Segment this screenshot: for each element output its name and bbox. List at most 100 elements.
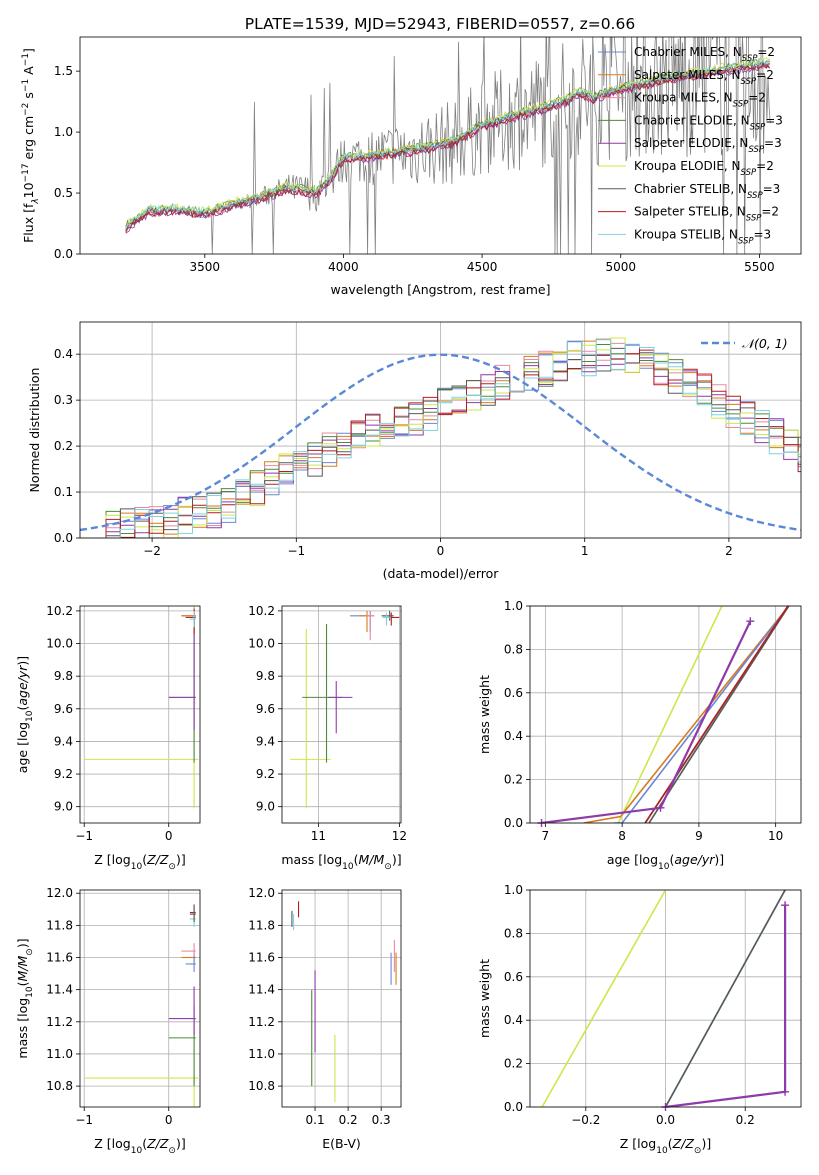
y-tick-label: 9.6 <box>54 702 73 716</box>
y-tick-label: 0.0 <box>54 531 73 545</box>
y-tick-label: 9.0 <box>54 800 73 814</box>
y-axis-label: age [log10(age/yr)] <box>15 656 35 773</box>
point-salpeter-elodie <box>169 986 196 1034</box>
plot-area <box>292 901 396 1102</box>
y-tick-label: 1.5 <box>54 64 73 78</box>
y-tick-label: 10.0 <box>248 637 275 651</box>
legend-entry: Kroupa STELIB, NSSP=3 <box>634 227 771 246</box>
marker-plus <box>781 1088 789 1096</box>
y-tick-label: 11.8 <box>46 918 73 932</box>
point-salpeter-miles <box>359 611 371 632</box>
marker-plus <box>746 617 754 625</box>
x-tick-label: −0.2 <box>571 1113 600 1127</box>
y-tick-label: 11.4 <box>46 983 73 997</box>
legend-entry: Salpeter STELIB, NSSP=2 <box>634 205 779 224</box>
hist-salpeter-elodie <box>92 341 819 538</box>
point-kroupa-stelib <box>190 611 196 627</box>
plot-area <box>84 596 198 808</box>
y-tick-label: 10.0 <box>46 637 73 651</box>
y-tick-label: 1.0 <box>54 125 73 139</box>
weight-line-salpeter-miles <box>584 606 789 823</box>
point-kroupa-stelib <box>190 911 196 927</box>
x-tick-label: 1 <box>581 544 589 558</box>
x-tick-label: 3500 <box>190 260 221 274</box>
y-axis-label: mass weight <box>477 675 492 754</box>
x-tick-label: −2 <box>143 544 161 558</box>
point-salpeter-elodie <box>169 616 196 730</box>
y-tick-label: 9.0 <box>256 800 275 814</box>
weight-line-kroupa-elodie <box>542 890 666 1107</box>
y-tick-label: 9.2 <box>256 767 275 781</box>
y-tick-label: 0.3 <box>54 393 73 407</box>
y-tick-label: 11.8 <box>248 918 275 932</box>
y-tick-label: 0.0 <box>54 247 73 261</box>
x-tick-label: 9 <box>695 829 703 843</box>
y-axis-label: mass [log10(M/M⊙)] <box>15 938 35 1058</box>
y-tick-label: 0.8 <box>504 642 523 656</box>
y-tick-label: 11.0 <box>248 1047 275 1061</box>
point-chabrier-elodie <box>169 616 196 763</box>
x-tick-label: −1 <box>287 544 305 558</box>
x-axis-label: Z [log10(Z/Z⊙)] <box>94 1136 186 1156</box>
y-tick-label: 12.0 <box>46 886 73 900</box>
legend-entry: Kroupa ELODIE, NSSP=2 <box>634 159 774 178</box>
y-tick-label: 0.1 <box>54 485 73 499</box>
y-tick-label: 0.0 <box>504 816 523 830</box>
point-kroupa-elodie <box>290 629 330 808</box>
point-salpeter-stelib <box>190 904 196 920</box>
hist-chabrier-stelib <box>92 348 819 538</box>
marker-plus <box>781 901 789 909</box>
y-tick-label: 10.2 <box>46 604 73 618</box>
y-tick-label: 0.2 <box>504 1057 523 1071</box>
y-tick-label: 0.6 <box>504 970 523 984</box>
y-tick-label: 0.2 <box>54 439 73 453</box>
x-tick-label: 5000 <box>605 260 636 274</box>
y-tick-label: 9.4 <box>256 734 275 748</box>
y-tick-label: 10.8 <box>248 1079 275 1093</box>
y-tick-label: 11.6 <box>46 951 73 965</box>
weight-line-chabrier-stelib <box>666 890 786 1107</box>
point-chabrier-stelib <box>382 611 394 621</box>
y-tick-label: 9.6 <box>256 702 275 716</box>
x-tick-label: 5500 <box>744 260 775 274</box>
y-tick-label: 0.0 <box>504 1100 523 1114</box>
x-tick-label: 8 <box>618 829 626 843</box>
y-axis-label: mass weight <box>477 959 492 1038</box>
x-tick-label: 0.3 <box>372 1113 391 1127</box>
weight-line-salpeter-elodie <box>666 905 786 1107</box>
x-tick-label: 2 <box>725 544 733 558</box>
x-tick-label: −1 <box>75 829 93 843</box>
y-tick-label: 11.4 <box>248 983 275 997</box>
hist-kroupa-stelib <box>92 340 819 538</box>
y-tick-label: 9.8 <box>256 669 275 683</box>
x-tick-label: 10 <box>768 829 783 843</box>
x-tick-label: 4000 <box>328 260 359 274</box>
point-kroupa-elodie <box>84 596 198 808</box>
y-tick-label: 9.8 <box>54 669 73 683</box>
y-tick-label: 0.4 <box>54 347 73 361</box>
legend-entry: Chabrier STELIB, NSSP=3 <box>634 182 780 201</box>
point-chabrier-miles <box>186 956 196 972</box>
weight-line-salpeter-stelib <box>645 606 788 823</box>
y-tick-label: 0.2 <box>504 773 523 787</box>
axes-frame <box>282 606 401 823</box>
x-tick-label: 7 <box>542 829 550 843</box>
y-axis-label: Flux [fλ10−17 erg cm−2 s−1 A−1] <box>21 48 41 243</box>
x-tick-label: 12 <box>392 829 407 843</box>
point-salpeter-stelib <box>383 613 399 626</box>
plot-area <box>542 606 789 823</box>
y-tick-label: 11.2 <box>46 1015 73 1029</box>
y-tick-label: 11.6 <box>248 951 275 965</box>
x-tick-label: 0.2 <box>339 1113 358 1127</box>
y-tick-label: 11.0 <box>46 1047 73 1061</box>
x-axis-label: wavelength [Angstrom, rest frame] <box>330 282 550 297</box>
x-axis-label: (data-model)/error <box>383 566 500 581</box>
x-tick-label: 0.2 <box>736 1113 755 1127</box>
y-tick-label: 0.8 <box>504 926 523 940</box>
